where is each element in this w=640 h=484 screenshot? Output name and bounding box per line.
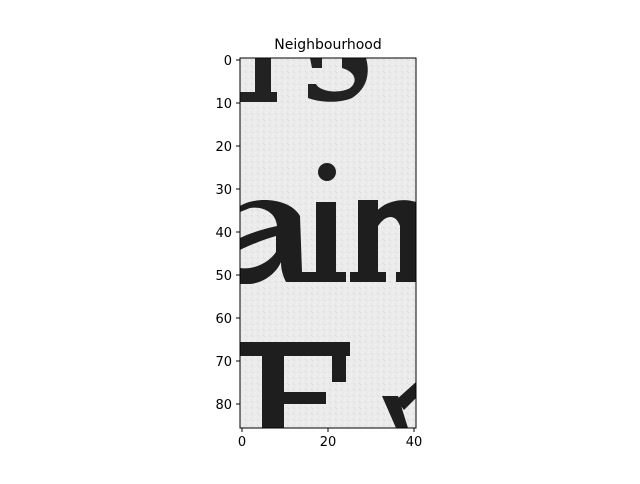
y-tick-label: 50 (215, 269, 232, 284)
glyph-i-dot (318, 163, 336, 181)
y-tick-label: 10 (215, 97, 232, 112)
plot-title: Neighbourhood (274, 37, 381, 53)
y-tick-label: 20 (215, 140, 232, 155)
y-tick-label: 80 (215, 398, 232, 413)
glyph-ain-fragment (240, 200, 416, 284)
glyph-ev-fragment (240, 342, 416, 428)
y-tick-label: 0 (224, 54, 232, 69)
glyph-r-s-fragment (240, 58, 368, 102)
y-tick-labels: 0 10 20 30 40 50 60 70 80 (215, 54, 232, 413)
x-tick-label: 0 (238, 435, 246, 450)
y-tick-label: 60 (215, 312, 232, 327)
y-tick-label: 40 (215, 226, 232, 241)
x-tick-label: 40 (406, 435, 423, 450)
y-tick-label: 30 (215, 183, 232, 198)
x-axis (241, 428, 415, 432)
y-axis (236, 59, 240, 405)
y-tick-label: 70 (215, 355, 232, 370)
x-tick-label: 20 (320, 435, 337, 450)
x-tick-labels: 0 20 40 (238, 435, 422, 450)
image-panel (240, 58, 416, 428)
